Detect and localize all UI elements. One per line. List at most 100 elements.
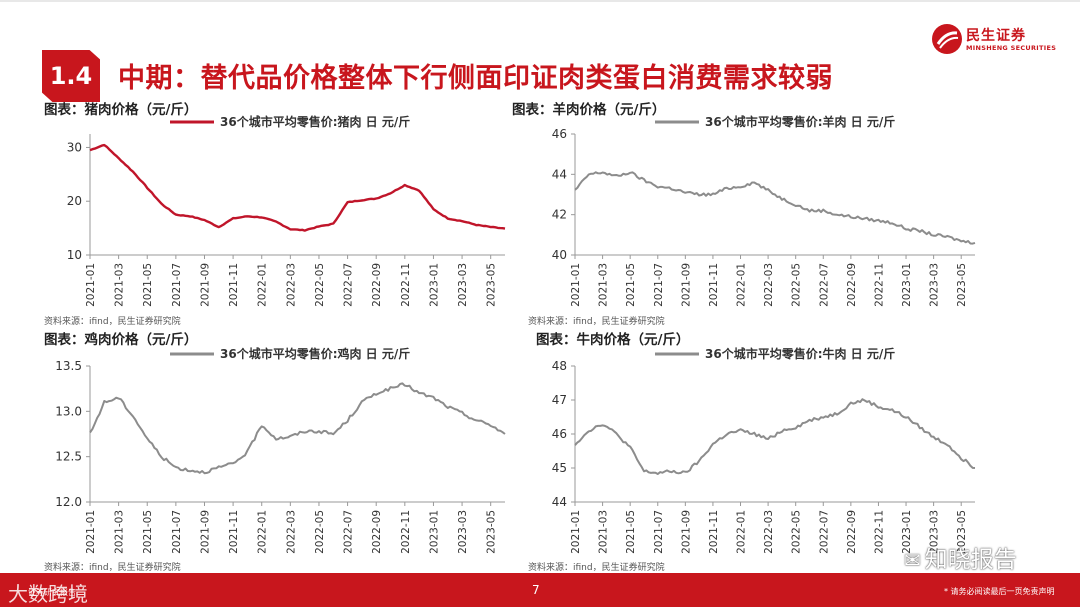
x-tick-label: 2021-07 — [171, 263, 183, 307]
source-note-mutton: 资料来源：ifind，民生证券研究院 — [528, 317, 665, 327]
brand-name-en: MINSHENG SECURITIES — [966, 44, 1057, 52]
x-tick-label: 2022-05 — [791, 263, 803, 307]
series-line — [89, 382, 506, 475]
page-title: 中期：替代品价格整体下行侧面印证肉类蛋白消费需求较弱 — [118, 63, 833, 94]
y-tick-label: 48 — [552, 359, 567, 373]
x-tick-label: 2021-11 — [708, 510, 720, 554]
brand-mark-icon — [932, 24, 962, 54]
y-tick-label: 44 — [552, 495, 567, 509]
chart-pork: 10 20 30 2021-01 2021-03 2021-05 2021-07 2021-0… — [40, 108, 515, 313]
x-tick-label: 2021-07 — [171, 510, 183, 554]
x-tick-label: 2023-01 — [428, 263, 440, 307]
watermark-right-text: 知晓报告 — [924, 547, 1017, 573]
x-tick-label: 2022-01 — [257, 263, 269, 307]
x-tick-label: 2023-01 — [901, 510, 913, 554]
y-tick-label: 12.0 — [55, 495, 82, 509]
source-note-pork: 资料来源：ifind，民生证券研究院 — [44, 317, 181, 327]
x-tick-label: 2022-09 — [371, 263, 383, 307]
x-tick-label: 2023-05 — [956, 263, 968, 307]
x-tick-label: 2021-11 — [228, 510, 240, 554]
x-tick-label: 2022-07 — [343, 510, 355, 554]
chart-mutton: 40 42 44 46 2021-01 2021-03 2021-05 2021-07 2021… — [525, 108, 985, 313]
chart-mutton-svg: 40 42 44 46 2021-01 2021-03 2021-05 2021-07 2021… — [552, 114, 976, 307]
x-tick-label: 2022-03 — [285, 510, 297, 554]
y-tick-label: 12.5 — [55, 450, 82, 464]
y-tick-label: 13.0 — [55, 404, 82, 418]
section-number-badge: 1.4 — [42, 50, 100, 102]
x-tick-label: 2023-01 — [428, 510, 440, 554]
chart-caption-chicken: 图表：鸡肉价格（元/斤） — [44, 332, 198, 348]
x-tick-label: 2022-11 — [400, 510, 412, 554]
x-tick-label: 2021-05 — [142, 263, 154, 307]
y-tick-label: 45 — [552, 461, 567, 475]
x-tick-label: 2021-03 — [598, 510, 610, 554]
x-tick-label: 2021-07 — [653, 263, 665, 307]
x-tick-label: 2023-03 — [457, 263, 469, 307]
x-tick-label: 2022-05 — [314, 510, 326, 554]
watermark-right: ✉ 知晓报告 — [904, 540, 1017, 574]
x-tick-label: 2023-05 — [956, 510, 968, 554]
series-line — [574, 171, 976, 245]
x-tick-label: 2022-09 — [371, 510, 383, 554]
y-tick-label: 20 — [67, 194, 82, 208]
x-tick-label: 2022-03 — [763, 510, 775, 554]
x-tick-label: 2021-03 — [598, 263, 610, 307]
page-number: 7 — [532, 583, 540, 597]
x-tick-label: 2022-05 — [314, 263, 326, 307]
x-tick-label: 2021-03 — [114, 263, 126, 307]
x-tick-label: 2022-09 — [846, 263, 858, 307]
x-tick-label: 2023-03 — [929, 263, 941, 307]
x-tick-label: 2021-01 — [570, 510, 582, 554]
y-tick-label: 46 — [552, 427, 567, 441]
x-tick-label: 2022-07 — [818, 263, 830, 307]
legend-label: 36个城市平均零售价:牛肉 日 元/斤 — [705, 346, 895, 361]
x-tick-label: 2022-11 — [400, 263, 412, 307]
x-tick-label: 2021-05 — [625, 510, 637, 554]
brand-logo: 民生证券 MINSHENG SECURITIES — [932, 24, 1072, 60]
y-tick-label: 44 — [552, 167, 567, 181]
x-tick-label: 2021-09 — [680, 263, 692, 307]
x-tick-label: 2021-11 — [228, 263, 240, 307]
source-note-chicken: 资料来源：ifind，民生证券研究院 — [44, 563, 181, 573]
x-tick-label: 2021-09 — [199, 510, 211, 554]
series-line — [89, 143, 506, 232]
y-tick-label: 13.5 — [55, 359, 82, 373]
x-tick-label: 2021-07 — [653, 510, 665, 554]
x-tick-label: 2023-05 — [486, 263, 498, 307]
x-tick-label: 2021-05 — [142, 510, 154, 554]
watermark-left-small: 证券研究报告 — [28, 588, 76, 597]
top-divider — [0, 0, 1080, 2]
x-tick-label: 2021-09 — [199, 263, 211, 307]
x-tick-label: 2021-01 — [85, 263, 97, 307]
disclaimer: * 请务必阅读最后一页免责声明 — [944, 587, 1055, 596]
x-tick-label: 2022-07 — [343, 263, 355, 307]
x-tick-label: 2021-03 — [114, 510, 126, 554]
x-tick-label: 2022-11 — [873, 263, 885, 307]
wechat-icon: ✉ — [904, 548, 921, 572]
x-tick-label: 2021-01 — [570, 263, 582, 307]
y-tick-label: 10 — [67, 248, 82, 262]
watermark-left: 大数跨境 — [8, 582, 88, 606]
x-tick-label: 2022-03 — [285, 263, 297, 307]
x-tick-label: 2021-05 — [625, 263, 637, 307]
x-tick-label: 2021-09 — [680, 510, 692, 554]
chart-caption-pork: 图表：猪肉价格（元/斤） — [44, 102, 198, 118]
source-note-beef: 资料来源：ifind，民生证券研究院 — [528, 563, 665, 573]
chart-beef: 44 45 46 47 48 2021-01 2021-03 2021-05 2021-07 20… — [525, 340, 985, 560]
x-tick-label: 2022-11 — [873, 510, 885, 554]
chart-chicken-svg: 12.0 12.5 13.0 13.5 2021-01 2021-03 2021-05 202… — [55, 346, 506, 554]
x-tick-label: 2023-03 — [929, 510, 941, 554]
x-tick-label: 2022-05 — [791, 510, 803, 554]
chart-chicken: 12.0 12.5 13.0 13.5 2021-01 2021-03 2021-05 202… — [40, 340, 515, 560]
x-tick-label: 2022-07 — [818, 510, 830, 554]
chart-caption-beef: 图表：牛肉价格（元/斤） — [536, 332, 690, 348]
series-line — [574, 398, 976, 475]
x-tick-label: 2022-09 — [846, 510, 858, 554]
y-tick-label: 46 — [552, 127, 567, 141]
y-tick-label: 30 — [67, 140, 82, 154]
chart-caption-mutton: 图表：羊肉价格（元/斤） — [512, 102, 666, 118]
footer-bar: 大数跨境 证券研究报告 7 * 请务必阅读最后一页免责声明 — [0, 573, 1080, 607]
legend-label: 36个城市平均零售价:猪肉 日 元/斤 — [220, 114, 410, 129]
x-tick-label: 2023-01 — [901, 263, 913, 307]
x-tick-label: 2021-11 — [708, 263, 720, 307]
